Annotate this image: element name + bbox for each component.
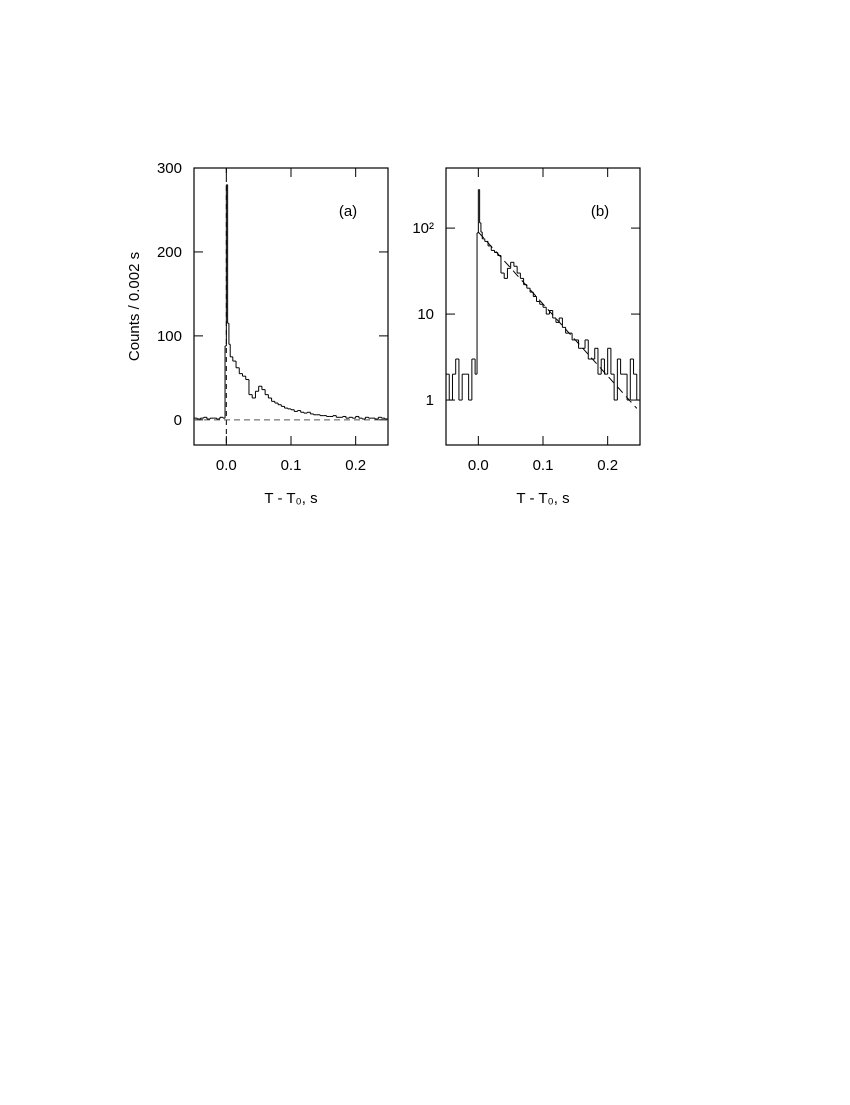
x-tick-label: 0.1 — [281, 457, 302, 474]
x-tick-label: 0.1 — [533, 457, 554, 474]
x-axis-label: T - T₀, s — [516, 490, 569, 507]
x-tick-label: 0.0 — [468, 457, 489, 474]
y-tick-label: 100 — [157, 328, 182, 345]
panel-annotation: (a) — [339, 203, 357, 220]
x-axis-label: T - T₀, s — [264, 490, 317, 507]
y-tick-label: 10 — [417, 306, 434, 323]
fit-line — [477, 231, 638, 409]
x-tick-label: 0.0 — [216, 457, 237, 474]
y-tick-label: 10² — [412, 220, 434, 237]
plot-frame — [193, 167, 389, 446]
y-tick-label: 300 — [157, 160, 182, 177]
y-axis-label: Counts / 0.002 s — [126, 252, 143, 361]
y-tick-label: 1 — [426, 392, 434, 409]
x-tick-label: 0.2 — [345, 457, 366, 474]
y-tick-label: 0 — [174, 412, 182, 429]
y-tick-label: 200 — [157, 244, 182, 261]
x-tick-label: 0.2 — [597, 457, 618, 474]
panel-annotation: (b) — [591, 203, 609, 220]
